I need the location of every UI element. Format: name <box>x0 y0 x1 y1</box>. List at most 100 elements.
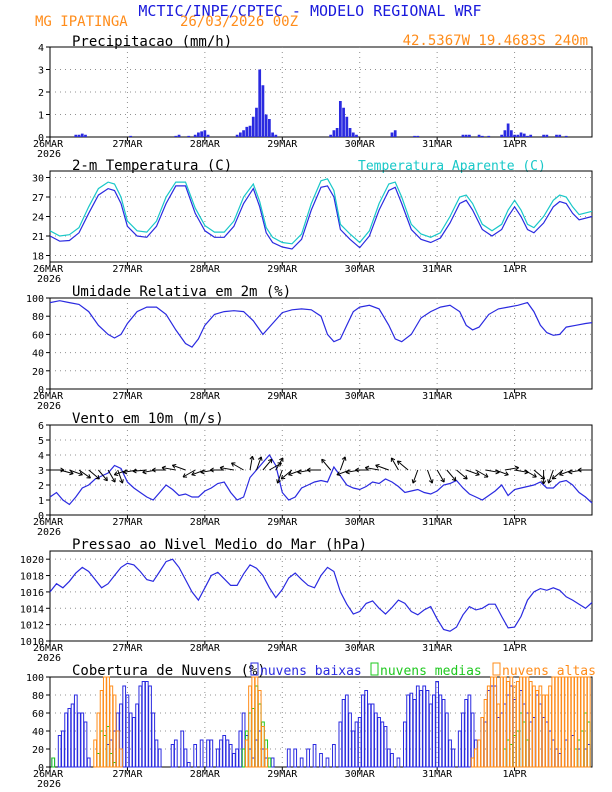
clouds-bar-0 <box>403 721 407 768</box>
clouds-bar-0 <box>83 721 88 768</box>
wind-arrow-head <box>306 467 311 473</box>
temp-line-1 <box>49 178 593 245</box>
wind-arrow <box>117 469 124 484</box>
precip-xtick-label: 28MAR <box>190 139 221 150</box>
wind-arrow-head <box>451 476 457 482</box>
clouds-xtick-label: 30MAR <box>345 769 376 780</box>
wind-ytick-label: 6 <box>38 421 44 432</box>
wind-arrow-head <box>559 471 564 477</box>
wind-arrow <box>375 464 389 471</box>
precip-bar-0 <box>558 134 562 137</box>
wind-arrow-head <box>191 471 196 477</box>
wind-arrow-head <box>504 471 509 477</box>
clouds-bar-2 <box>544 694 549 768</box>
clouds-bar-0 <box>325 757 330 768</box>
clouds-bar-0 <box>299 757 304 768</box>
clouds-bar-0 <box>467 694 472 768</box>
temp-xtick-label: 26MAR <box>33 264 64 275</box>
clouds-bar-2 <box>512 685 517 768</box>
clouds-bar-0 <box>61 730 65 768</box>
precip-bar-0 <box>264 114 268 137</box>
clouds-bar-2 <box>503 676 507 768</box>
wind-arrow <box>277 469 283 484</box>
panel-mslp: Pressao ao Nivel Medio do Mar (hPa) <box>72 537 367 553</box>
clouds-bar-2 <box>264 748 269 768</box>
precip-bar-0 <box>516 134 520 137</box>
clouds-bar-2 <box>577 676 581 768</box>
wind-ytick-label: 1 <box>38 496 44 507</box>
clouds-bar-2 <box>106 676 110 768</box>
temp-legend-apparent: Temperatura Aparente (C) <box>358 159 546 174</box>
clouds-bar-0 <box>215 748 220 768</box>
clouds-bar-2 <box>570 676 575 768</box>
wind-arrow-head <box>532 473 537 478</box>
clouds-bar-0 <box>415 685 420 768</box>
panel-temp: 2-m Temperatura (C) Temperatura Aparente… <box>72 158 546 174</box>
precip-bar-0 <box>413 135 416 137</box>
clouds-bar-0 <box>132 717 136 768</box>
precip-bar-0 <box>129 135 133 137</box>
clouds-bar-0 <box>206 739 210 768</box>
precip-bar-0 <box>390 132 394 137</box>
clouds-bar-0 <box>144 681 149 768</box>
wind-arrow-head <box>86 474 91 479</box>
wind-arrow-head <box>288 471 293 477</box>
clouds-bar-2 <box>528 681 533 768</box>
wind-ytick-label: 3 <box>38 466 44 477</box>
precip-bar-0 <box>338 101 342 137</box>
legend-label-high: nuvens altas <box>502 664 596 679</box>
clouds-bar-0 <box>135 703 139 768</box>
temp-xtick-label: 1APR <box>503 264 528 275</box>
precip-bar-0 <box>542 134 545 137</box>
clouds-bar-2 <box>473 748 478 768</box>
wind-arrow-head <box>103 476 108 482</box>
wind-arrow-head <box>547 479 552 484</box>
clouds-bar-0 <box>319 753 323 768</box>
wind-arrow-head <box>463 475 468 480</box>
temp-xtick-label: 28MAR <box>190 264 221 275</box>
clouds-bar-0 <box>406 694 410 768</box>
precip-bar-0 <box>342 107 345 137</box>
clouds-ytick-label: 100 <box>26 673 44 684</box>
rh-plot: 26MAR 27MAR 28MAR 29MAR 30MAR 31MAR 1APR 2026 0 2… <box>26 294 593 412</box>
precip-bar-0 <box>271 132 274 137</box>
clouds-bar-2 <box>93 739 98 768</box>
precip-xtick-label: 29MAR <box>267 139 298 150</box>
temp-ytick-label: 27 <box>32 193 44 204</box>
precip-bar-0 <box>235 134 239 137</box>
wind-arrow <box>390 457 399 471</box>
precip-bar-0 <box>74 134 78 137</box>
clouds-bar-0 <box>86 757 91 768</box>
precip-ytick-label: 1 <box>38 111 44 122</box>
precip-bar-0 <box>332 130 336 137</box>
rh-year-label: 2026 <box>37 401 61 412</box>
clouds-bar-2 <box>477 739 481 768</box>
wind-arrow-head <box>132 468 137 474</box>
panel-wind: Vento em 10m (m/s) <box>72 411 224 427</box>
wind-arrow-head <box>182 473 188 478</box>
mslp-line-0 <box>49 558 593 632</box>
clouds-bar-2 <box>561 676 565 768</box>
clouds-bar-0 <box>67 708 72 768</box>
rh-ytick-label: 100 <box>26 294 44 305</box>
wind-arrow <box>59 469 74 475</box>
clouds-title: Cobertura de Nuvens (%) <box>72 663 266 679</box>
clouds-bar-2 <box>541 694 546 768</box>
mslp-plot: 26MAR 27MAR 28MAR 29MAR 30MAR 31MAR 1APR 2026 10… <box>20 550 593 664</box>
clouds-xtick-label: 27MAR <box>112 769 143 780</box>
precip-bar-0 <box>564 135 568 137</box>
clouds-bar-0 <box>344 694 349 768</box>
rh-line-0 <box>49 300 593 348</box>
clouds-bar-0 <box>444 712 449 768</box>
wind-line-0 <box>49 453 593 506</box>
clouds-bar-0 <box>312 744 317 768</box>
clouds-bar-0 <box>173 739 178 768</box>
legend-label-mid: nuvens medias <box>380 664 482 679</box>
wind-arrow <box>365 467 380 471</box>
wind-arrow-head <box>276 479 281 484</box>
wind-arrow-head <box>111 478 116 483</box>
precip-xtick-label: 27MAR <box>112 139 143 150</box>
wind-arrow <box>280 469 293 480</box>
clouds-bar-0 <box>183 748 188 768</box>
